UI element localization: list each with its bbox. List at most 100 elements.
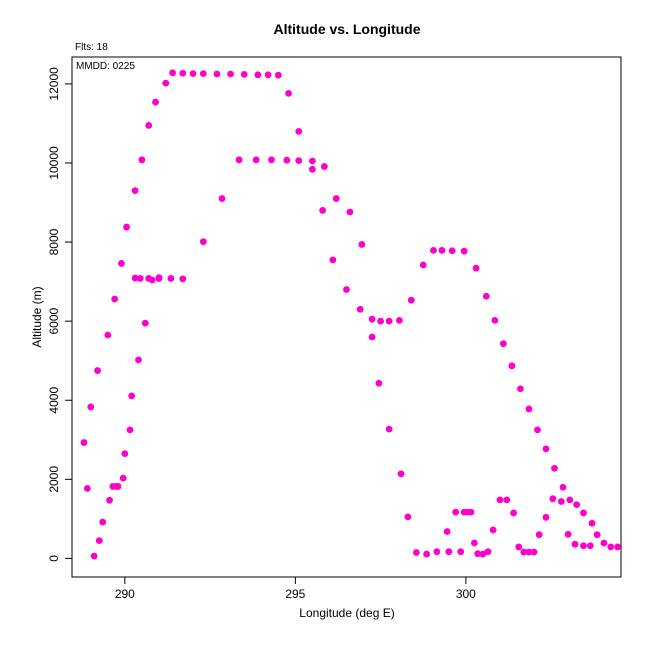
data-point [114,483,122,490]
data-point [368,333,376,341]
data-point [377,317,384,325]
y-tick-label: 10000 [47,146,61,180]
y-tick-label: 12000 [47,67,61,101]
data-point [433,548,441,556]
data-point [423,550,431,558]
data-point [515,543,523,551]
data-point [179,69,187,77]
data-point [309,165,316,173]
data-point [457,548,465,556]
plot-frame [71,56,622,578]
data-point [438,246,446,254]
data-point [319,207,327,214]
data-point [489,526,497,534]
data-point [199,238,207,246]
data-point [520,548,528,556]
x-tick-label: 290 [115,587,135,601]
data-point [395,316,403,324]
data-point [535,531,543,539]
x-tick-label: 300 [456,587,476,601]
data-point [343,286,350,293]
data-point [80,439,88,446]
x-axis-label: Longitude (deg E) [299,606,394,620]
data-point [145,275,153,282]
data-point [119,474,127,482]
data-point [474,550,482,558]
data-point [83,485,91,492]
data-point [264,71,272,79]
data-point [593,531,601,539]
data-point [358,241,366,248]
data-point [549,495,557,503]
data-point [385,317,393,325]
data-point [121,450,129,458]
data-point [607,543,615,551]
data-point [145,122,153,129]
data-point [138,156,146,164]
data-point [479,550,487,558]
data-point [162,79,170,87]
data-point [404,513,412,521]
data-point [407,296,415,304]
data-point [309,157,316,165]
x-axis: 290 295 300 [115,576,476,601]
data-point [167,275,175,282]
data-point [580,509,587,517]
data-point [329,256,337,264]
data-point [169,69,176,77]
data-point [368,315,376,323]
data-point [467,508,475,516]
data-point [295,127,303,135]
data-point [99,518,107,526]
data-point [213,70,221,78]
data-points [80,69,621,560]
y-tick-label: 4000 [47,387,61,414]
data-point [430,246,437,254]
data-point [580,542,587,550]
data-point [131,187,139,195]
flights-count-annotation: Flts: 18 [75,42,108,53]
data-point [452,508,460,516]
data-point [136,275,144,282]
data-point [90,552,98,560]
data-point [542,513,550,521]
data-point [152,98,159,106]
data-point [375,379,383,387]
data-point [470,539,478,547]
data-point [499,340,507,348]
data-point [413,549,420,556]
data-point [448,247,456,255]
data-point [356,305,364,313]
data-point [283,156,291,164]
data-point [126,426,134,434]
data-point [445,548,453,556]
data-point [484,548,492,556]
data-point [542,445,550,453]
data-point [385,425,393,433]
data-point [419,261,427,269]
data-point [111,295,119,303]
data-point [460,247,468,255]
data-point [559,483,567,491]
data-point [218,195,226,202]
data-point [525,405,533,413]
data-point [346,208,354,216]
data-point [472,264,480,272]
data-point [118,260,125,267]
data-point [525,548,533,556]
data-point [274,71,282,79]
data-point [227,70,234,78]
data-point [508,362,516,370]
data-point [94,367,101,374]
data-point [534,426,541,434]
data-point [332,195,340,202]
data-point [503,496,511,504]
y-axis-label: Altitude (m) [30,286,44,347]
data-point [397,470,405,478]
data-point [131,274,139,282]
data-point [189,70,197,78]
chart-title: Altitude vs. Longitude [274,21,421,37]
data-point [551,464,558,472]
data-point [141,319,149,327]
data-point [443,528,451,535]
